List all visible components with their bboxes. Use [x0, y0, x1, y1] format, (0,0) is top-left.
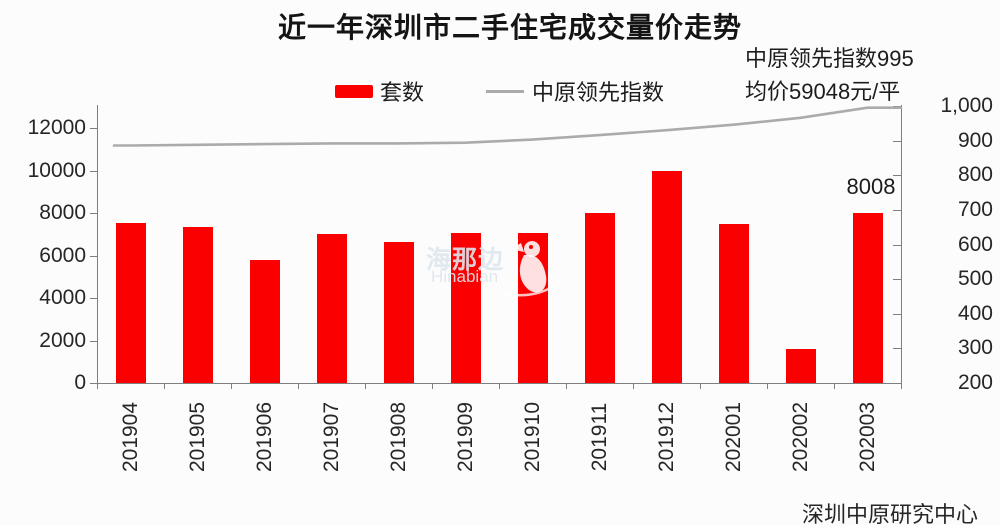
left-axis-tick-label: 2000 [39, 328, 86, 352]
left-axis-tick [90, 340, 97, 342]
left-axis-tick-label: 6000 [39, 243, 86, 267]
legend: 套数 中原领先指数 [335, 78, 665, 105]
right-axis-tick-label: 700 [957, 197, 993, 221]
x-axis-tick [633, 383, 634, 389]
bar-201904 [115, 222, 146, 383]
left-axis-tick-label: 10000 [27, 158, 86, 182]
x-axis-tick [231, 383, 232, 389]
right-axis-tick-label: 1,000 [940, 94, 993, 117]
left-axis-tick [90, 255, 97, 257]
x-axis-label-201911: 201911 [587, 402, 611, 472]
legend-bar-swatch-icon [335, 84, 373, 98]
legend-line-swatch-icon [486, 89, 525, 93]
right-axis-tick [893, 140, 901, 142]
right-axis-tick [893, 175, 901, 177]
chart-title: 近一年深圳市二手住宅成交量价走势 [277, 12, 742, 43]
bar-202001 [718, 224, 749, 383]
right-axis-tick [893, 209, 901, 211]
left-axis-tick [90, 298, 97, 299]
left-axis-tick-label: 0 [74, 371, 86, 394]
x-axis-tick [298, 383, 299, 389]
bar-201906 [249, 260, 280, 383]
x-axis-tick [164, 383, 165, 389]
x-axis-label-202003: 202003 [855, 401, 879, 473]
left-axis-tick [90, 383, 97, 384]
right-axis-tick-label: 400 [957, 301, 993, 325]
x-axis-tick [566, 383, 567, 389]
left-axis-tick [90, 213, 97, 214]
right-axis-tick-label: 200 [957, 371, 993, 394]
bar-201911 [584, 213, 615, 383]
legend-line-label: 中原领先指数 [532, 80, 665, 105]
right-axis-tick [893, 313, 901, 315]
x-axis-label-201910: 201910 [520, 401, 544, 473]
right-axis-tick [893, 348, 901, 350]
x-axis-tick [767, 383, 768, 389]
annotation-avg-price: 均价59048元/平 [745, 79, 901, 104]
left-axis-tick-label: 8000 [39, 201, 86, 224]
x-axis-tick [700, 383, 701, 389]
right-axis-tick-label: 600 [957, 232, 993, 256]
x-axis-tick [901, 383, 902, 389]
bar-data-label-202003: 8008 [846, 174, 896, 199]
right-axis-tick [893, 244, 901, 246]
x-axis-label-202002: 202002 [788, 401, 812, 473]
left-axis-tick [90, 170, 97, 172]
right-axis-tick [893, 106, 901, 107]
bar-201908 [383, 241, 414, 383]
annotation-index-value: 中原领先指数995 [745, 46, 914, 71]
x-axis-tick [834, 383, 835, 389]
watermark-text-cn: 海那边 [426, 246, 505, 274]
right-axis-tick-label: 800 [957, 163, 993, 187]
x-axis-tick [499, 383, 500, 389]
source-credit: 深圳中原研究中心 [801, 502, 978, 525]
x-axis-tick [97, 383, 98, 389]
left-axis-tick [90, 128, 97, 129]
x-axis-label-201906: 201906 [252, 401, 276, 473]
left-axis-tick-label: 4000 [39, 286, 86, 309]
x-axis-label-201907: 201907 [319, 401, 343, 473]
latest-values-annotation: 中原领先指数995 均价59048元/平 [745, 42, 914, 108]
right-axis-tick-label: 300 [957, 336, 993, 360]
legend-bar-label: 套数 [380, 80, 425, 105]
right-axis-tick [893, 279, 901, 281]
bar-201907 [316, 234, 347, 383]
right-y-axis-line [901, 105, 902, 383]
bar-201909 [450, 232, 481, 383]
left-y-axis-line [97, 105, 98, 383]
x-axis-label-202001: 202001 [721, 401, 745, 473]
bar-202003 [852, 212, 883, 383]
right-axis-tick-label: 500 [957, 267, 993, 291]
x-axis-label-201908: 201908 [386, 401, 410, 473]
x-axis-tick [432, 383, 433, 389]
bar-201912 [651, 171, 682, 383]
right-axis-tick [893, 383, 901, 384]
bar-201910 [517, 232, 548, 383]
bar-201905 [182, 226, 213, 383]
x-axis-tick [365, 383, 366, 389]
bar-202002 [785, 348, 816, 383]
x-axis-label-201905: 201905 [185, 401, 209, 473]
x-axis-label-201909: 201909 [453, 401, 477, 473]
x-axis-label-201904: 201904 [118, 401, 142, 473]
watermark-text-en: Hinabian [431, 267, 499, 286]
left-axis-tick-label: 12000 [27, 116, 86, 139]
x-axis-label-201912: 201912 [654, 401, 678, 473]
right-axis-tick-label: 900 [957, 128, 993, 152]
